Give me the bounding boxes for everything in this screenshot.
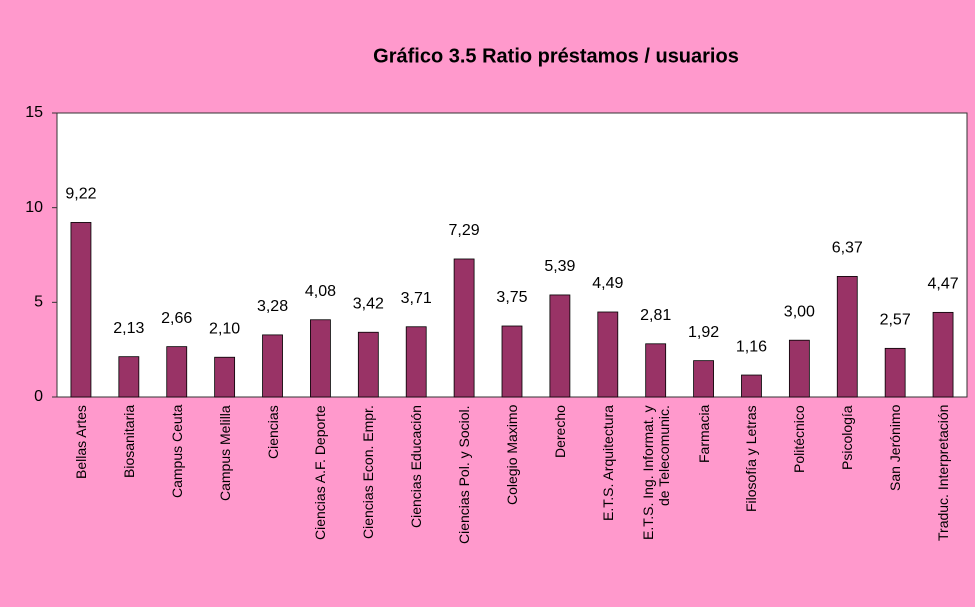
bar	[405, 326, 427, 398]
x-tick-label: Ciencias	[264, 405, 281, 459]
x-tick-label: Psicología	[839, 405, 856, 470]
bar	[166, 346, 188, 398]
bar	[645, 343, 667, 398]
bar	[884, 347, 906, 398]
bar	[214, 356, 236, 398]
value-label: 3,00	[784, 303, 815, 320]
bar	[118, 356, 140, 398]
x-tick-label: Campus Ceuta	[168, 405, 185, 499]
bar	[932, 311, 954, 398]
value-label: 1,16	[736, 338, 767, 355]
bar	[549, 294, 571, 398]
x-tick-label: Ciencias Pol. y Sociol.	[456, 405, 473, 544]
x-tick-label: E.T.S. Ing. Informat. y de Telecomunic.	[639, 405, 672, 540]
value-label: 7,29	[449, 222, 480, 239]
x-tick-label: Traduc. Interpretación	[935, 405, 952, 542]
value-label: 2,13	[113, 320, 144, 337]
x-tick-label: Derecho	[551, 405, 568, 458]
value-label: 4,49	[592, 275, 623, 292]
y-tick-label: 5	[34, 294, 43, 311]
value-label: 6,37	[832, 240, 863, 257]
value-label: 5,39	[544, 258, 575, 275]
value-label: 2,57	[880, 312, 911, 329]
x-tick-label: Campus Melilla	[216, 405, 233, 501]
value-label: 4,47	[927, 276, 958, 293]
bar	[741, 374, 762, 398]
x-tick-label: Filosofía y Letras	[743, 405, 760, 512]
bar	[310, 319, 331, 398]
x-tick-label: E.T.S. Arquitectura	[599, 405, 616, 521]
bar	[70, 222, 92, 398]
y-tick-label: 15	[25, 104, 43, 121]
x-tick-label: Ciencias Econ. Empr.	[360, 405, 377, 539]
value-label: 2,10	[209, 320, 240, 337]
bar	[453, 258, 475, 398]
value-label: 3,75	[496, 289, 527, 306]
x-tick-label: Politécnico	[791, 405, 808, 473]
value-label: 1,92	[688, 324, 719, 341]
x-tick-label: Ciencias Educación	[408, 405, 425, 528]
bar	[597, 311, 619, 398]
x-tick-label: Biosanitaria	[120, 405, 137, 479]
value-label: 9,22	[65, 186, 96, 203]
x-tick-label: San Jerónimo	[887, 405, 904, 492]
value-label: 2,81	[640, 307, 671, 324]
x-tick-label: Farmacia	[695, 405, 712, 464]
bar	[693, 360, 714, 398]
bar	[357, 331, 379, 398]
x-tick-label: Bellas Artes	[72, 405, 89, 479]
bar	[262, 334, 283, 398]
x-tick-label: Ciencias A.F. Deporte	[312, 405, 329, 540]
bar	[788, 339, 810, 398]
value-label: 3,42	[353, 295, 384, 312]
value-label: 3,71	[401, 290, 432, 307]
value-label: 2,66	[161, 310, 192, 327]
y-tick-label: 10	[25, 199, 43, 216]
x-tick-label: Colegio Maximo	[504, 405, 520, 506]
value-label: 3,28	[257, 298, 288, 315]
value-label: 4,08	[305, 283, 336, 300]
bar	[501, 325, 523, 398]
y-tick-label: 0	[34, 388, 43, 405]
chart-title: Gráfico 3.5 Ratio préstamos / usuarios	[373, 45, 739, 67]
bar	[836, 275, 858, 398]
